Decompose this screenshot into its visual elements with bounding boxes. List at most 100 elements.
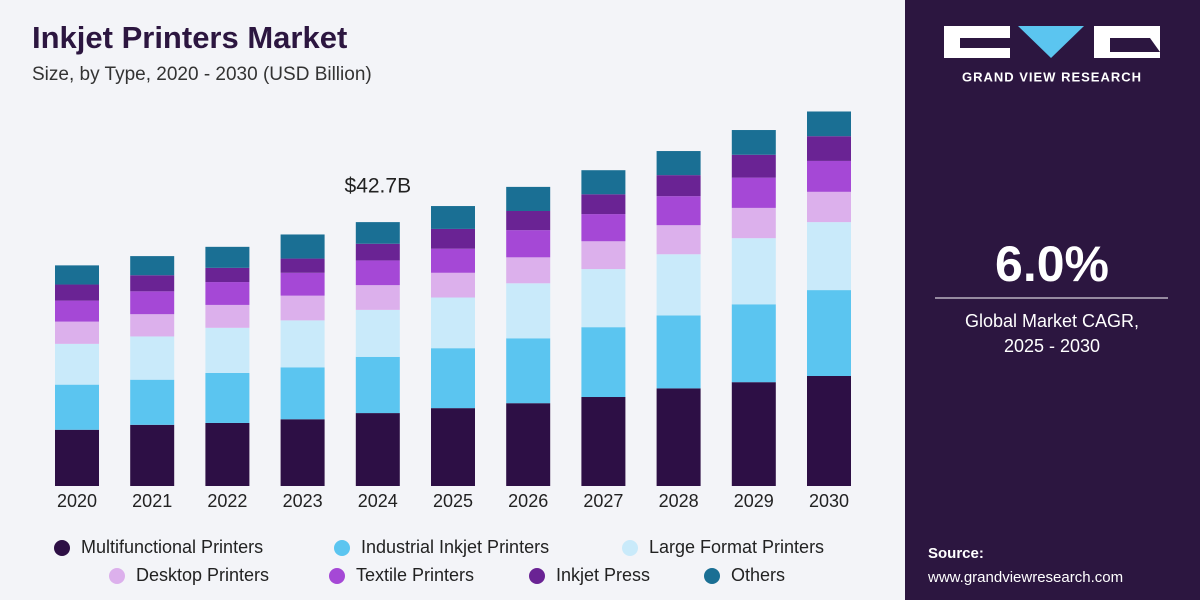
x-tick-label: 2025 [433, 491, 473, 511]
cagr-period: 2025 - 2030 [1004, 336, 1100, 356]
sidebar [905, 0, 1200, 600]
bar-segment [431, 348, 475, 409]
legend-label: Others [731, 565, 785, 585]
bar-segment [431, 297, 475, 349]
logo-triangle [1018, 26, 1084, 58]
legend-label: Desktop Printers [136, 565, 269, 585]
legend-label: Inkjet Press [556, 565, 650, 585]
bar-segment [731, 154, 776, 178]
bar-segment [205, 267, 250, 283]
bar-segment [731, 207, 776, 239]
bar-segment [431, 272, 475, 298]
bar-segment [807, 191, 851, 223]
bar-segment [506, 338, 551, 404]
bar-segment [581, 241, 626, 270]
bar-segment [355, 243, 400, 261]
legend-label: Large Format Printers [649, 537, 824, 557]
bar-segment [130, 275, 175, 292]
bar-segment [205, 282, 250, 305]
bar-segment [55, 300, 99, 322]
cagr-value: 6.0% [995, 236, 1109, 292]
bar-segment [280, 272, 325, 296]
bar-segment [731, 382, 776, 486]
legend-label: Textile Printers [356, 565, 474, 585]
legend-swatch [54, 540, 70, 556]
bar-segment [280, 367, 325, 420]
bar-segment [355, 285, 400, 310]
bar-segment [807, 375, 851, 486]
bar-segment [807, 290, 851, 376]
bar-segment [656, 315, 701, 389]
bar-segment [807, 160, 851, 192]
bar-segment [130, 336, 175, 380]
bar-segment [731, 130, 776, 155]
legend-label: Industrial Inkjet Printers [361, 537, 549, 557]
bar-segment [280, 419, 325, 486]
bar-segment [55, 343, 99, 385]
bar-segment [506, 403, 551, 486]
bar-segment [807, 222, 851, 291]
bar-segment [55, 384, 99, 430]
legend-swatch [334, 540, 350, 556]
bar-segment [280, 234, 325, 259]
bar-segment [656, 254, 701, 316]
bar-segment [130, 291, 175, 315]
bar-segment [355, 260, 400, 286]
brand-name: GRAND VIEW RESEARCH [962, 69, 1142, 84]
bar-segment [506, 210, 551, 231]
bar-segment [280, 320, 325, 368]
bar-segment [280, 258, 325, 273]
bar-segment [506, 283, 551, 339]
legend-swatch [329, 568, 345, 584]
bar-segment [656, 225, 701, 255]
source-label: Source: [928, 545, 984, 562]
bar-segment [656, 151, 701, 176]
cagr-label: Global Market CAGR, [965, 311, 1139, 331]
x-tick-label: 2020 [57, 491, 97, 511]
logo-cut [1110, 38, 1160, 52]
legend-swatch [529, 568, 545, 584]
bar-segment [581, 194, 626, 215]
x-tick-label: 2029 [734, 491, 774, 511]
bar-segment [130, 424, 175, 486]
bar-segment [506, 230, 551, 258]
bar-segment [656, 388, 701, 486]
bar-segment [581, 397, 626, 486]
bar-segment [431, 408, 475, 486]
legend-label: Multifunctional Printers [81, 537, 263, 557]
x-tick-label: 2027 [583, 491, 623, 511]
bar-segment [205, 246, 250, 268]
bar-segment [355, 356, 400, 414]
bar-segment [130, 379, 175, 425]
legend-swatch [622, 540, 638, 556]
bar-segment [55, 429, 99, 486]
annotation: $42.7B [345, 175, 412, 198]
bar-segment [656, 175, 701, 197]
bar-segment [581, 170, 626, 195]
bar-segment [280, 295, 325, 321]
x-tick-label: 2026 [508, 491, 548, 511]
x-tick-label: 2023 [283, 491, 323, 511]
chart-subtitle: Size, by Type, 2020 - 2030 (USD Billion) [32, 64, 372, 85]
bar-segment [731, 177, 776, 208]
x-tick-label: 2028 [659, 491, 699, 511]
x-tick-label: 2021 [132, 491, 172, 511]
logo-cut [960, 38, 1010, 48]
bar-segment [130, 314, 175, 337]
bar-segment [205, 372, 250, 423]
bar-segment [581, 214, 626, 242]
bar-segment [130, 256, 175, 276]
bar-segment [731, 304, 776, 383]
bar-segment [581, 327, 626, 398]
bar-segment [205, 327, 250, 373]
bar-segment [205, 422, 250, 486]
bar-segment [656, 196, 701, 226]
bar-segment [205, 304, 250, 328]
source-url: www.grandviewresearch.com [927, 569, 1123, 586]
chart-title: Inkjet Printers Market [32, 20, 347, 55]
bar-segment [581, 269, 626, 328]
bar-segment [355, 413, 400, 486]
bar-segment [55, 284, 99, 301]
bar-segment [807, 136, 851, 161]
